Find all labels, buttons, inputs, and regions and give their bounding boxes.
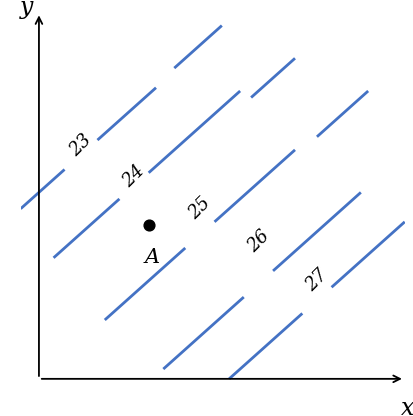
Text: x: x <box>401 397 413 416</box>
Text: 25: 25 <box>185 194 214 223</box>
Point <box>145 222 152 228</box>
Text: 26: 26 <box>244 227 273 256</box>
Text: 23: 23 <box>66 131 95 159</box>
Text: 27: 27 <box>302 266 332 295</box>
Text: y: y <box>19 0 33 19</box>
Text: 24: 24 <box>119 161 149 191</box>
Text: A: A <box>145 248 160 267</box>
